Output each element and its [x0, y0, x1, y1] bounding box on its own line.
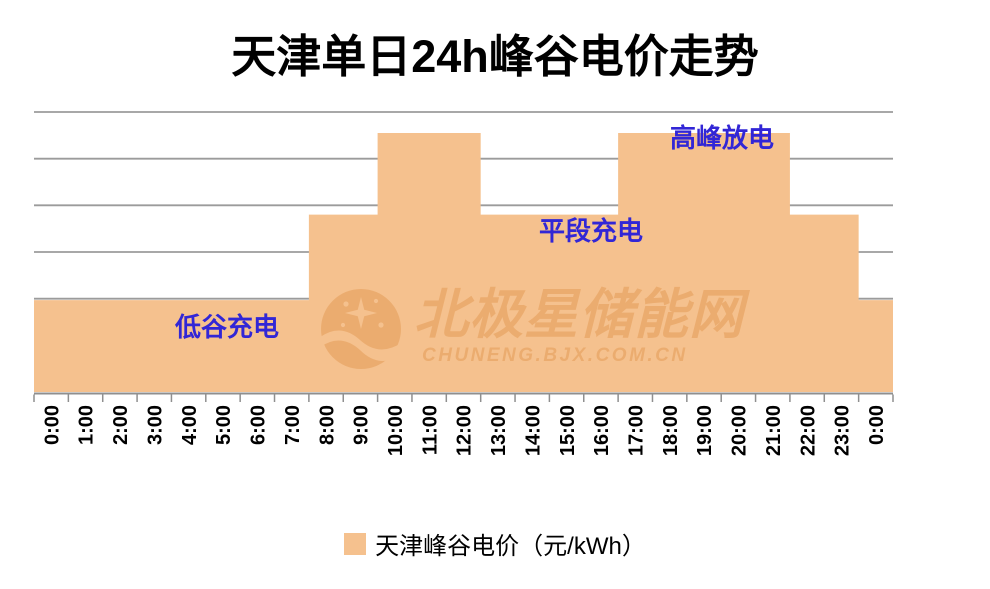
x-tick-label: 22:00: [797, 405, 819, 456]
x-tick-label: 23:00: [832, 405, 854, 456]
x-tick-label: 1:00: [76, 405, 98, 445]
chart-plot-area: 0:00 1:00 2:00 3:00 4:00 5:00 6:00 7:00 8:00 9:00…: [33, 111, 894, 472]
x-tick-label: 19:00: [694, 405, 716, 456]
price-step-chart: 0:00 1:00 2:00 3:00 4:00 5:00 6:00 7:00 8:00 9:00…: [33, 111, 894, 456]
x-tick-label: 0:00: [866, 405, 888, 445]
x-tick-label: 17:00: [626, 405, 648, 456]
x-tick-label: 15:00: [557, 405, 579, 456]
x-tick-label: 2:00: [110, 405, 132, 445]
x-tick-label: 18:00: [660, 405, 682, 456]
x-tick-label: 11:00: [419, 405, 441, 455]
legend: 天津峰谷电价（元/kWh）: [0, 526, 990, 561]
x-tick-label: 12:00: [454, 405, 476, 456]
x-tick-label: 10:00: [385, 405, 407, 456]
x-tick-label: 8:00: [316, 405, 338, 445]
x-tick-label: 3:00: [145, 405, 167, 445]
x-tick-label: 14:00: [522, 405, 544, 456]
x-tick-label: 21:00: [763, 405, 785, 456]
price-area: [34, 133, 893, 392]
page-title: 天津单日24h峰谷电价走势: [231, 31, 759, 82]
x-tick-label: 13:00: [488, 405, 510, 456]
x-tick-label: 6:00: [248, 405, 270, 445]
legend-label: 天津峰谷电价（元/kWh）: [375, 533, 646, 560]
annotation-flat-charging: 平段充电: [538, 216, 644, 246]
x-tick-label: 16:00: [591, 405, 613, 456]
legend-swatch: [344, 532, 367, 555]
annotation-valley-charging: 低谷充电: [174, 312, 280, 342]
x-tick-label: 4:00: [179, 405, 201, 445]
x-tick-label: 9:00: [351, 405, 373, 445]
annotation-peak-discharging: 高峰放电: [669, 123, 775, 153]
x-tick-label: 20:00: [729, 405, 751, 456]
x-tick-label: 5:00: [213, 405, 235, 445]
x-tick-label: 7:00: [282, 405, 304, 445]
x-tick-label: 0:00: [41, 405, 63, 445]
